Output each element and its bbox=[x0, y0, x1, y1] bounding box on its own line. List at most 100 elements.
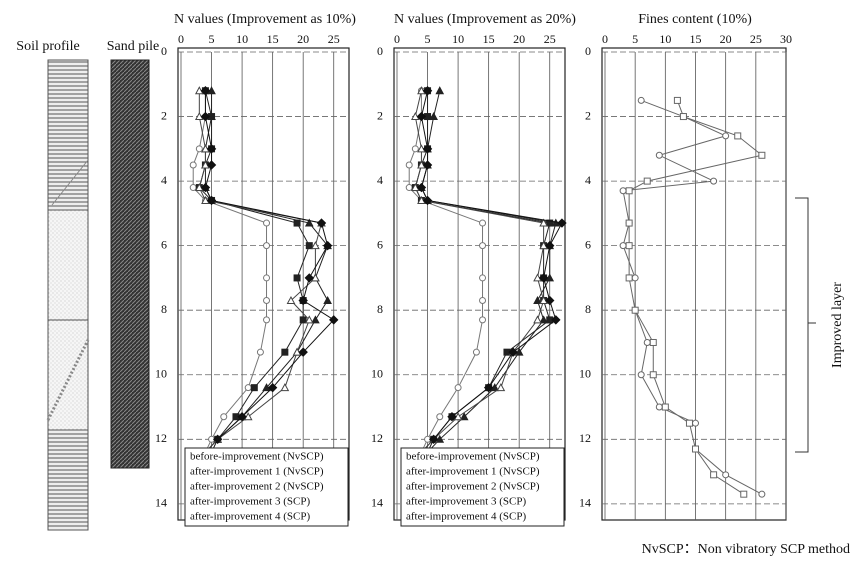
marker bbox=[673, 96, 681, 104]
marker bbox=[661, 403, 669, 411]
marker bbox=[299, 316, 307, 324]
x-tick-label: 10 bbox=[452, 32, 464, 46]
y-tick-label: 14 bbox=[371, 496, 383, 510]
marker bbox=[710, 177, 718, 185]
soil-profile-label: Soil profile bbox=[16, 39, 79, 54]
marker bbox=[625, 187, 633, 195]
marker bbox=[637, 371, 645, 379]
y-tick-label: 6 bbox=[377, 237, 383, 251]
legend-label: after-improvement 3 (SCP) bbox=[406, 496, 526, 508]
marker bbox=[631, 306, 639, 314]
x-tick-label: 5 bbox=[425, 32, 431, 46]
marker bbox=[411, 145, 419, 153]
marker bbox=[428, 434, 439, 445]
marker bbox=[692, 445, 699, 453]
y-tick-label: 12 bbox=[371, 431, 383, 445]
marker bbox=[293, 274, 301, 282]
x-tick-label: 10 bbox=[236, 32, 248, 46]
marker bbox=[422, 195, 433, 206]
marker bbox=[447, 412, 457, 422]
x-tick-label: 0 bbox=[394, 32, 400, 46]
marker bbox=[722, 471, 730, 479]
marker bbox=[479, 316, 487, 324]
x-tick-label: 15 bbox=[483, 32, 495, 46]
series-line bbox=[408, 90, 484, 453]
marker bbox=[200, 86, 211, 96]
note: NvSCP：Non vibratory SCP method bbox=[642, 542, 850, 557]
legend-box bbox=[184, 447, 349, 527]
y-tick-label: 2 bbox=[377, 108, 383, 122]
marker bbox=[557, 218, 567, 228]
marker bbox=[545, 295, 555, 306]
marker bbox=[263, 316, 271, 324]
marker bbox=[740, 490, 748, 498]
marker bbox=[405, 184, 413, 192]
marker bbox=[459, 412, 469, 421]
marker bbox=[263, 219, 271, 227]
marker bbox=[244, 384, 252, 392]
x-tick-label: 20 bbox=[513, 32, 525, 46]
x-tick-label: 0 bbox=[178, 32, 184, 46]
marker bbox=[263, 274, 271, 282]
marker bbox=[643, 177, 651, 185]
marker bbox=[256, 348, 264, 356]
marker bbox=[479, 242, 487, 250]
marker bbox=[758, 151, 766, 159]
legend-label: before-improvement (NvSCP) bbox=[190, 451, 324, 463]
marker bbox=[539, 218, 548, 227]
marker bbox=[195, 145, 203, 153]
marker bbox=[263, 297, 271, 305]
plot-frame bbox=[393, 47, 566, 521]
marker bbox=[734, 132, 742, 140]
series-line bbox=[420, 90, 563, 453]
marker bbox=[189, 184, 197, 192]
marker bbox=[435, 86, 445, 95]
y-tick-label: 2 bbox=[161, 108, 167, 122]
legend-label: after-improvement 4 (SCP) bbox=[190, 511, 310, 523]
x-tick-label: 5 bbox=[632, 32, 638, 46]
marker bbox=[422, 86, 433, 96]
chart-title: N values (Improvement as 20%) bbox=[394, 12, 576, 27]
y-tick-label: 8 bbox=[161, 302, 167, 316]
x-tick-label: 15 bbox=[690, 32, 702, 46]
marker bbox=[655, 403, 663, 411]
marker bbox=[625, 242, 633, 250]
marker bbox=[280, 383, 290, 392]
legend-label: before-improvement (NvSCP) bbox=[406, 451, 540, 463]
series-line bbox=[204, 90, 335, 453]
series-line bbox=[198, 90, 323, 453]
y-tick-label: 10 bbox=[579, 367, 591, 381]
marker bbox=[508, 347, 518, 357]
y-tick-label: 6 bbox=[161, 237, 167, 251]
y-tick-label: 4 bbox=[161, 173, 167, 187]
legend-label: after-improvement 2 (NvSCP) bbox=[406, 481, 540, 493]
marker bbox=[206, 160, 217, 170]
series-line bbox=[414, 90, 545, 453]
marker bbox=[429, 111, 438, 121]
marker bbox=[631, 274, 639, 282]
y-tick-label: 0 bbox=[585, 44, 591, 58]
marker bbox=[250, 384, 258, 392]
y-tick-label: 8 bbox=[377, 302, 383, 316]
marker bbox=[472, 348, 480, 356]
chart-title: N values (Improvement as 10%) bbox=[174, 12, 356, 27]
marker bbox=[206, 144, 217, 154]
marker bbox=[298, 295, 308, 306]
marker bbox=[304, 218, 314, 227]
marker bbox=[496, 383, 506, 392]
marker bbox=[533, 295, 542, 305]
marker bbox=[551, 315, 561, 325]
marker bbox=[722, 132, 730, 140]
marker bbox=[304, 315, 314, 324]
marker bbox=[323, 295, 332, 305]
marker bbox=[281, 348, 289, 356]
legend-label: after-improvement 1 (NvSCP) bbox=[406, 466, 540, 478]
marker bbox=[189, 161, 197, 169]
soil-column bbox=[46, 59, 90, 531]
x-tick-label: 25 bbox=[328, 32, 340, 46]
marker bbox=[625, 219, 633, 227]
marker bbox=[436, 413, 444, 421]
marker bbox=[685, 419, 693, 427]
y-tick-label: 8 bbox=[585, 302, 591, 316]
